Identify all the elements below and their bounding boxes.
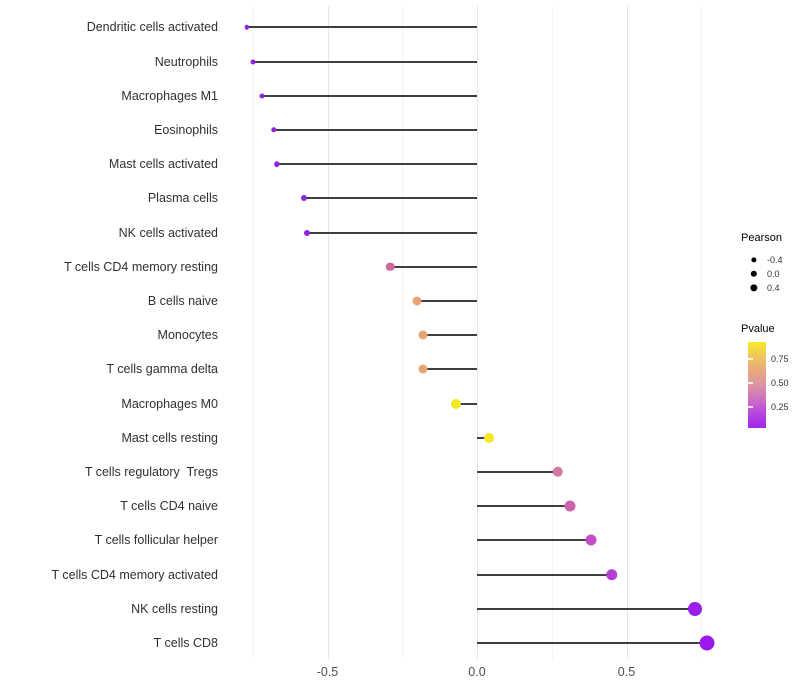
legend-size-dot bbox=[750, 270, 758, 278]
pvalue-legend-title: Pvalue bbox=[741, 323, 775, 335]
minor-gridline bbox=[551, 6, 553, 659]
category-label: Mast cells activated bbox=[108, 157, 218, 172]
lollipop-stem bbox=[417, 299, 477, 302]
major-gridline bbox=[477, 6, 478, 659]
lollipop-stem bbox=[423, 334, 477, 337]
lollipop-stem bbox=[423, 368, 477, 371]
legend-size-label: -0.4 bbox=[767, 255, 783, 265]
x-tick-label: 0.0 bbox=[468, 665, 486, 679]
category-label: Mast cells resting bbox=[121, 430, 218, 445]
category-label: NK cells activated bbox=[118, 225, 218, 240]
category-label: Dendritic cells activated bbox=[86, 20, 218, 35]
category-label: Macrophages M0 bbox=[121, 396, 218, 411]
category-label: T cells regulatory Tregs bbox=[84, 464, 218, 479]
lollipop-point bbox=[483, 432, 494, 443]
lollipop-point bbox=[250, 59, 256, 64]
lollipop-stem bbox=[261, 94, 477, 97]
lollipop-point bbox=[273, 161, 280, 167]
category-label: Macrophages M1 bbox=[121, 88, 218, 103]
lollipop-point bbox=[270, 127, 277, 133]
category-label: Plasma cells bbox=[147, 191, 218, 206]
major-gridline bbox=[327, 6, 329, 659]
legend-size-dot bbox=[751, 257, 757, 263]
category-label: T cells follicular helper bbox=[94, 533, 218, 548]
category-label: T cells CD4 memory activated bbox=[51, 567, 219, 582]
lollipop-point bbox=[259, 93, 265, 99]
lollipop-point bbox=[605, 568, 618, 581]
colorbar-tick bbox=[748, 382, 753, 384]
lollipop-stem bbox=[477, 641, 708, 644]
legend-size-label: 0.4 bbox=[767, 283, 780, 293]
category-label: T cells CD8 bbox=[153, 635, 218, 650]
lollipop-stem bbox=[303, 197, 477, 200]
category-label: NK cells resting bbox=[131, 601, 218, 616]
colorbar-tick-label: 0.25 bbox=[771, 402, 789, 412]
lollipop-point bbox=[688, 601, 703, 616]
lollipop-point bbox=[552, 466, 563, 478]
lollipop-stem bbox=[477, 436, 489, 439]
lollipop-point bbox=[564, 500, 576, 512]
pvalue-colorbar bbox=[748, 342, 766, 428]
colorbar-tick bbox=[748, 358, 753, 360]
category-label: T cells CD4 memory resting bbox=[64, 259, 218, 274]
lollipop-stem bbox=[390, 265, 477, 268]
colorbar-tick-label: 0.50 bbox=[771, 378, 789, 388]
category-label: T cells gamma delta bbox=[106, 362, 218, 377]
category-label: T cells CD4 naive bbox=[120, 499, 218, 514]
lollipop-stem bbox=[273, 128, 477, 131]
pearson-legend-title: Pearson bbox=[741, 232, 782, 244]
x-tick-label: 0.5 bbox=[617, 665, 636, 679]
lollipop-point bbox=[412, 296, 422, 306]
major-gridline bbox=[626, 6, 628, 659]
lollipop-point bbox=[386, 262, 395, 271]
colorbar-tick bbox=[748, 406, 753, 408]
lollipop-point bbox=[699, 635, 715, 651]
lollipop-stem bbox=[477, 470, 558, 473]
lollipop-stem bbox=[477, 573, 612, 576]
lollipop-point bbox=[244, 25, 250, 30]
lollipop-point bbox=[418, 330, 428, 340]
lollipop-point bbox=[418, 364, 428, 374]
lollipop-stem bbox=[306, 231, 477, 234]
category-label: B cells naive bbox=[147, 293, 218, 308]
minor-gridline bbox=[252, 6, 254, 659]
lollipop-point bbox=[451, 398, 462, 409]
category-label: Monocytes bbox=[157, 328, 218, 343]
legend-size-label: 0.0 bbox=[767, 269, 780, 279]
lollipop-stem bbox=[246, 26, 477, 29]
lollipop-point bbox=[300, 195, 307, 202]
category-label: Eosinophils bbox=[154, 122, 218, 137]
category-label: Neutrophils bbox=[154, 54, 218, 69]
colorbar-tick-label: 0.75 bbox=[771, 354, 789, 364]
lollipop-stem bbox=[477, 607, 696, 610]
x-tick-label: -0.5 bbox=[316, 665, 339, 679]
legend-size-dot bbox=[750, 284, 758, 292]
lollipop-stem bbox=[456, 402, 477, 405]
lollipop-stem bbox=[276, 163, 477, 166]
lollipop-point bbox=[303, 229, 310, 236]
lollipop-point bbox=[585, 534, 597, 546]
minor-gridline bbox=[402, 6, 404, 659]
lollipop-stem bbox=[477, 539, 591, 542]
minor-gridline bbox=[701, 6, 703, 659]
lollipop-stem bbox=[477, 505, 570, 508]
lollipop-stem bbox=[252, 60, 477, 63]
